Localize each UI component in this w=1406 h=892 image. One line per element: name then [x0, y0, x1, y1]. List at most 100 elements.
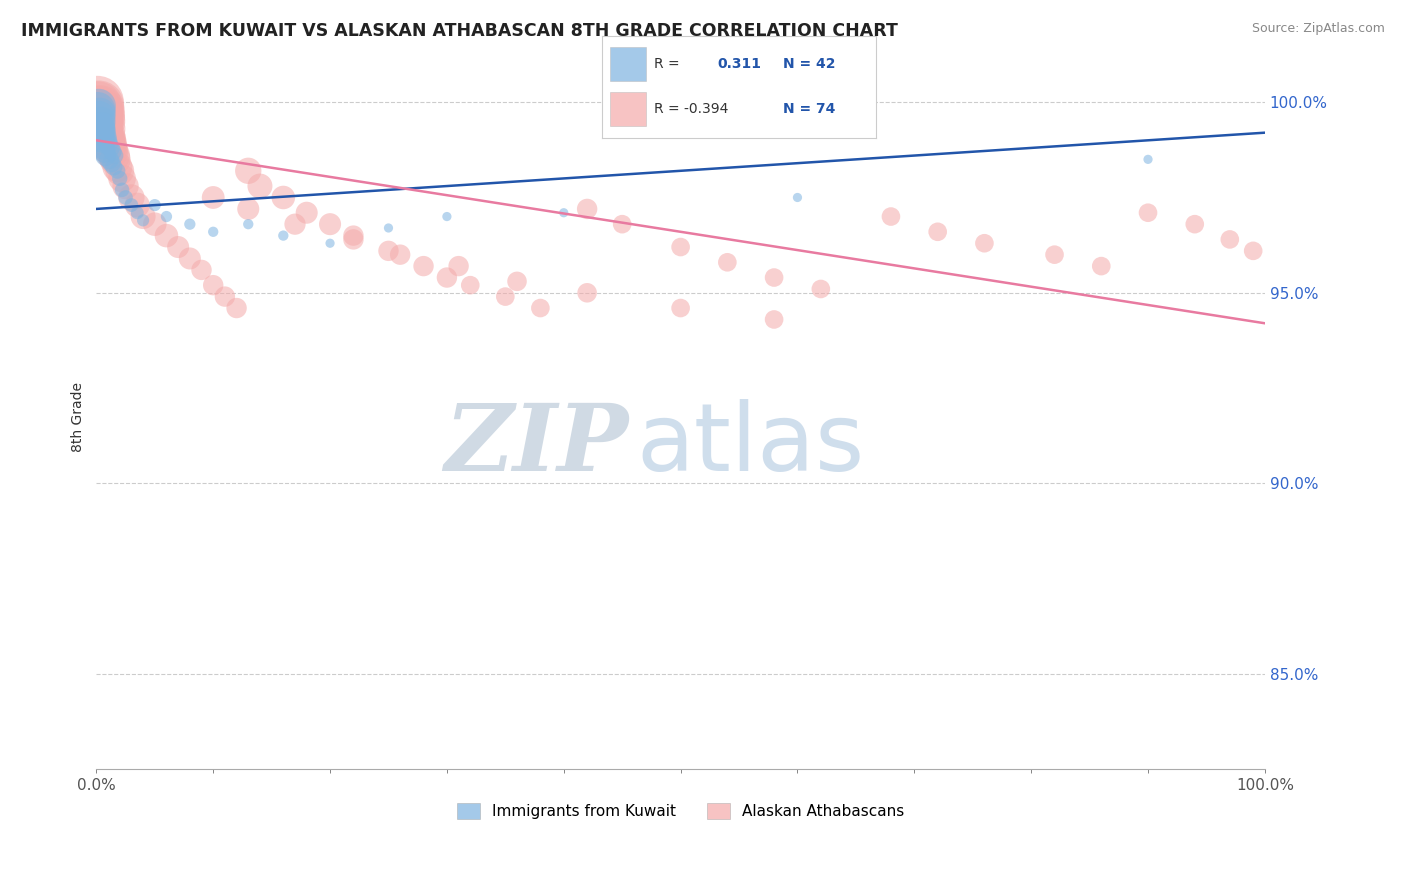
Point [763, 312, 786, 326]
Point [447, 259, 470, 273]
Point [179, 217, 201, 231]
Point [238, 163, 260, 178]
Point [225, 301, 247, 315]
Point [342, 232, 364, 246]
Point [104, 153, 127, 167]
Point [143, 217, 166, 231]
Point [190, 263, 212, 277]
Point [132, 213, 155, 227]
Point [436, 270, 458, 285]
Point [93, 118, 115, 132]
Point [100, 145, 122, 159]
Point [120, 190, 142, 204]
Point [295, 205, 318, 219]
Text: ZIP: ZIP [444, 400, 628, 490]
Point [319, 217, 342, 231]
Bar [610, 92, 645, 126]
Point [167, 240, 190, 254]
Point [127, 198, 149, 212]
Bar [610, 47, 645, 81]
Point [1184, 217, 1206, 231]
Point [108, 163, 131, 178]
Point [342, 228, 364, 243]
Point [319, 236, 342, 251]
Point [89, 106, 111, 120]
Text: R = -0.394: R = -0.394 [654, 102, 728, 116]
Text: atlas: atlas [636, 399, 865, 491]
Point [94, 129, 117, 144]
Point [98, 137, 121, 152]
Point [93, 121, 115, 136]
Point [155, 228, 177, 243]
Point [1090, 259, 1112, 273]
Point [100, 156, 122, 170]
Point [104, 148, 127, 162]
Point [1043, 248, 1066, 262]
Point [105, 163, 128, 178]
Point [436, 210, 458, 224]
Point [389, 248, 412, 262]
Text: Source: ZipAtlas.com: Source: ZipAtlas.com [1251, 22, 1385, 36]
Point [458, 278, 481, 293]
Point [97, 133, 120, 147]
Point [108, 171, 131, 186]
Point [94, 148, 117, 162]
Point [94, 129, 117, 144]
Point [120, 198, 142, 212]
Point [101, 145, 124, 159]
Point [202, 190, 225, 204]
Text: 0.311: 0.311 [717, 57, 761, 70]
Point [238, 202, 260, 216]
Point [91, 111, 114, 125]
Point [86, 95, 108, 110]
Point [91, 114, 114, 128]
Point [91, 133, 114, 147]
Point [377, 221, 399, 235]
Point [90, 111, 112, 125]
Point [143, 198, 166, 212]
Point [506, 274, 529, 288]
Point [89, 121, 111, 136]
Point [127, 205, 149, 219]
Text: IMMIGRANTS FROM KUWAIT VS ALASKAN ATHABASCAN 8TH GRADE CORRELATION CHART: IMMIGRANTS FROM KUWAIT VS ALASKAN ATHABA… [21, 22, 898, 40]
Point [132, 210, 155, 224]
Point [87, 111, 110, 125]
Point [669, 240, 692, 254]
Point [412, 259, 434, 273]
Point [105, 160, 128, 174]
Point [98, 153, 121, 167]
Point [716, 255, 738, 269]
Point [576, 285, 599, 300]
Legend: Immigrants from Kuwait, Alaskan Athabascans: Immigrants from Kuwait, Alaskan Athabasc… [451, 797, 910, 825]
Text: N = 74: N = 74 [783, 102, 835, 116]
Point [273, 190, 295, 204]
Point [114, 190, 136, 204]
Point [93, 145, 115, 159]
Point [529, 301, 551, 315]
Point [202, 225, 225, 239]
Point [114, 179, 136, 194]
Point [90, 106, 112, 120]
Point [86, 103, 108, 117]
Point [202, 278, 225, 293]
Point [87, 99, 110, 113]
Point [93, 121, 115, 136]
Point [89, 103, 111, 117]
Point [880, 210, 903, 224]
Point [669, 301, 692, 315]
Point [100, 141, 122, 155]
Point [90, 129, 112, 144]
Point [1219, 232, 1241, 246]
Point [179, 252, 201, 266]
Point [238, 217, 260, 231]
Y-axis label: 8th Grade: 8th Grade [72, 382, 86, 451]
Point [93, 126, 115, 140]
Point [100, 141, 122, 155]
Point [103, 160, 125, 174]
Point [93, 126, 115, 140]
Point [214, 290, 236, 304]
Point [89, 106, 111, 120]
Point [1241, 244, 1264, 258]
Point [273, 228, 295, 243]
Point [93, 114, 115, 128]
